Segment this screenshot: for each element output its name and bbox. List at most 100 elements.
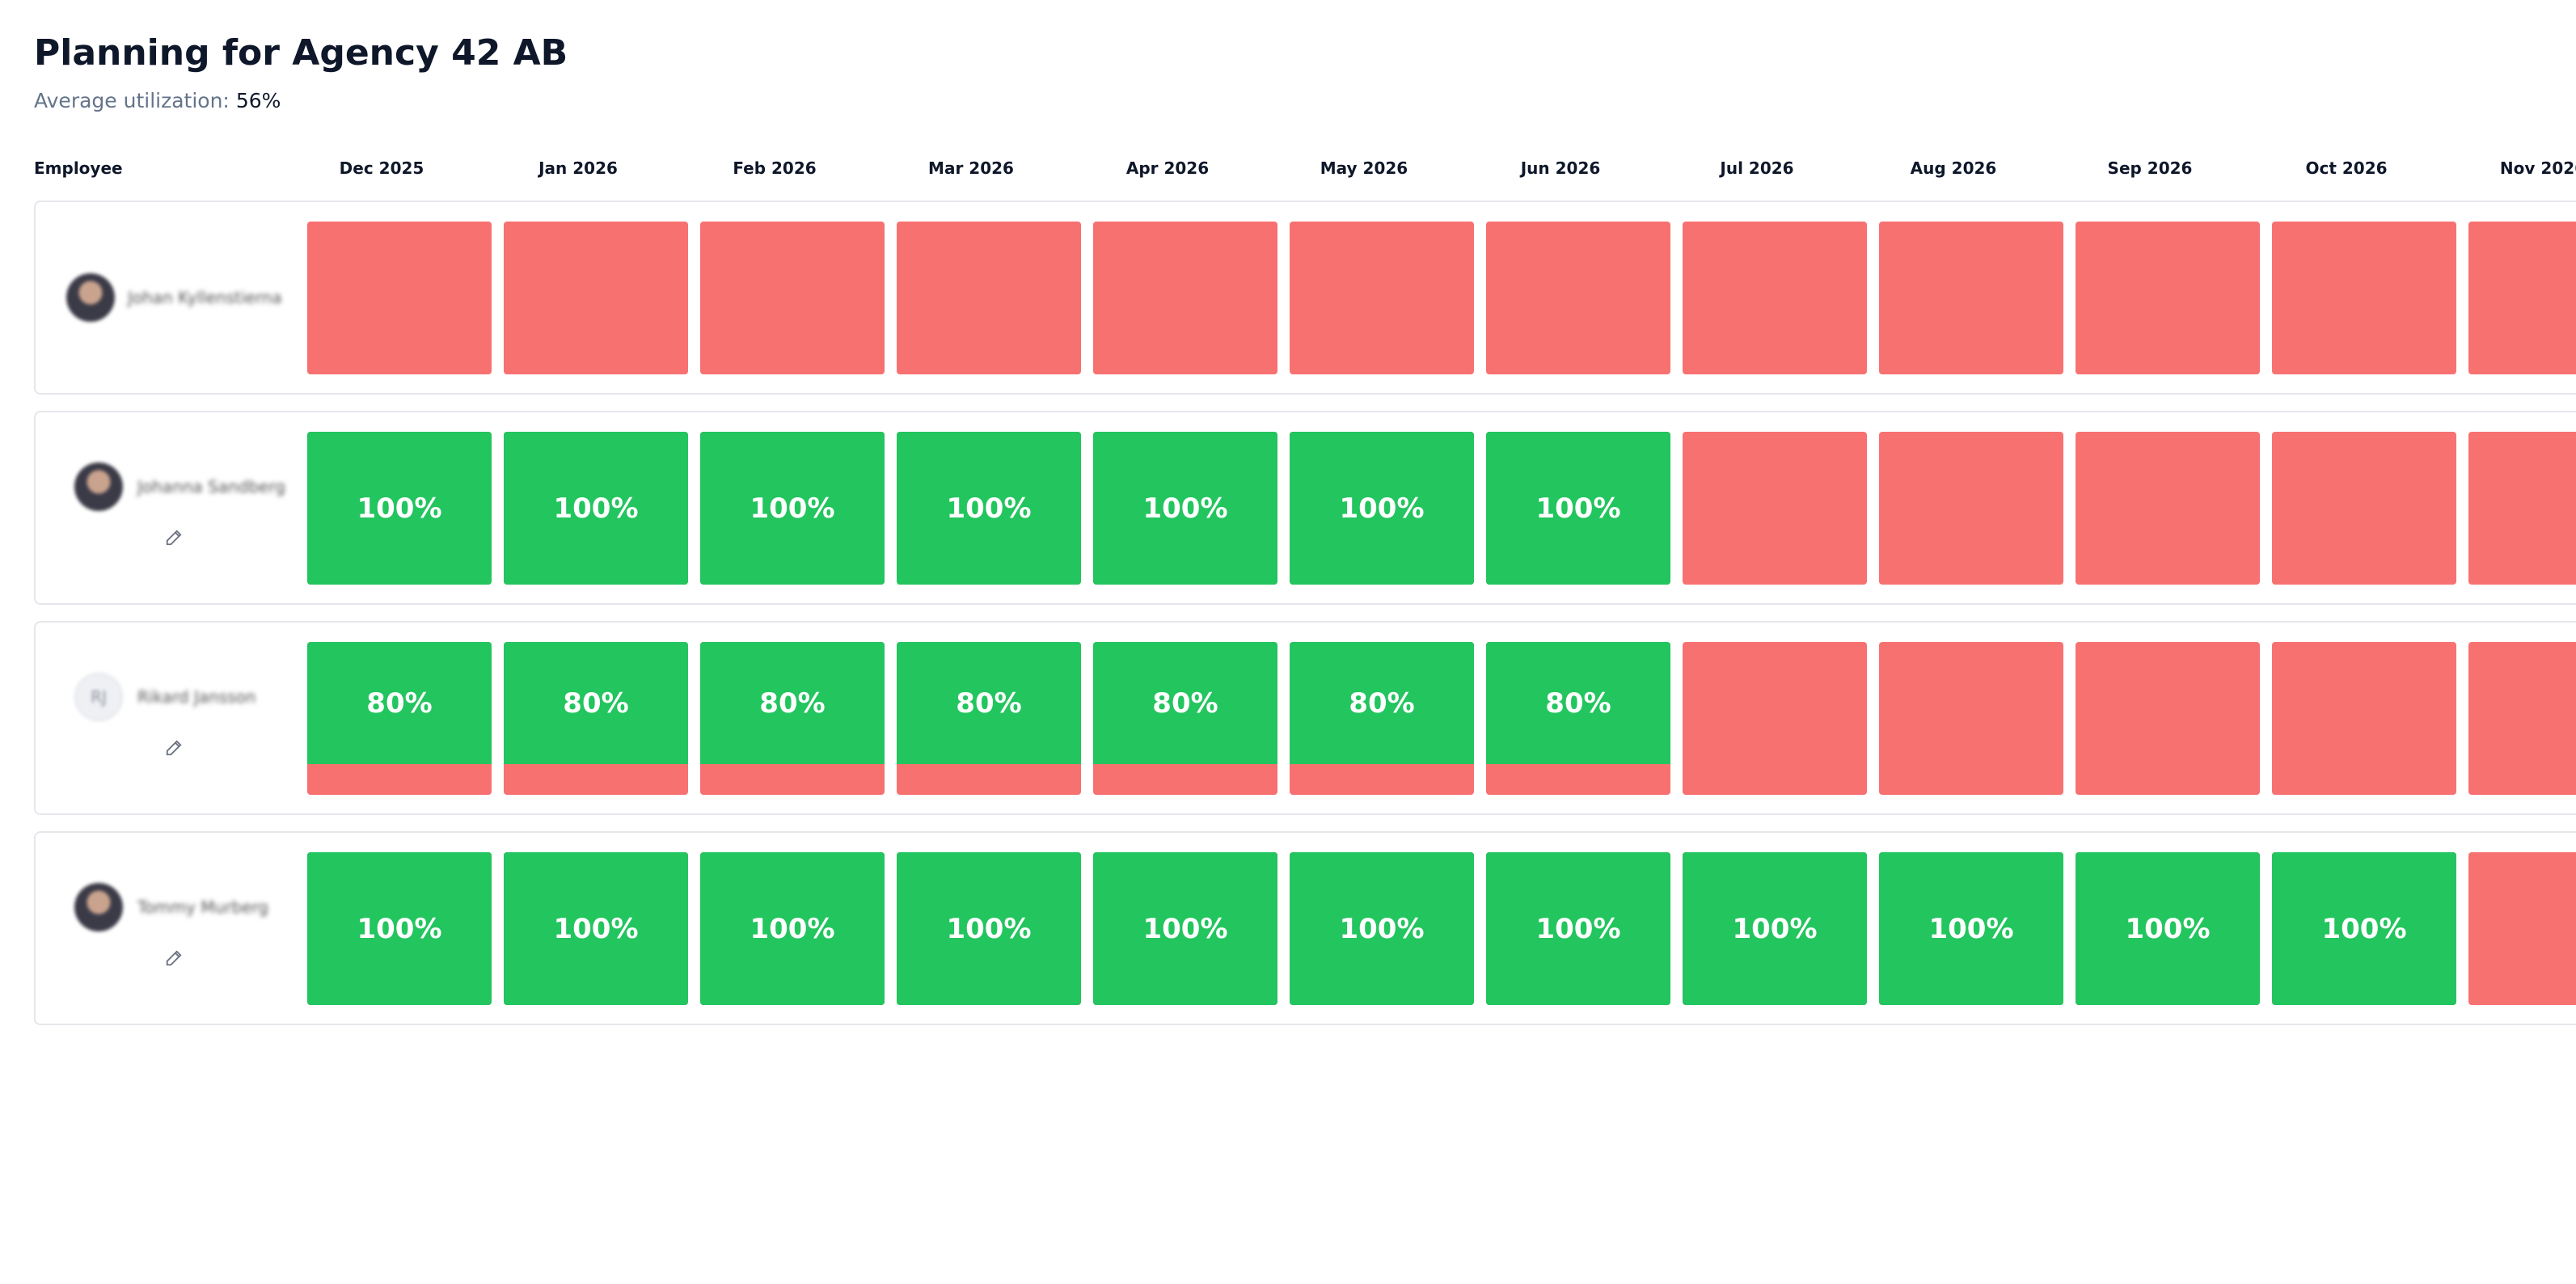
utilization-bar <box>504 642 688 765</box>
employee-header: Employee <box>34 158 123 178</box>
utilization-bar <box>1486 852 1670 1005</box>
month-header: May 2026 <box>1320 158 1408 178</box>
utilization-label: 100% <box>1339 492 1425 525</box>
utilization-cell <box>1683 642 1867 795</box>
month-header: Dec 2025 <box>339 158 424 178</box>
month-header: Mar 2026 <box>928 158 1014 178</box>
utilization-bar <box>1879 852 2063 1005</box>
edit-button[interactable] <box>165 949 183 967</box>
utilization-cell: 80% <box>897 642 1081 795</box>
utilization-label: 100% <box>553 912 639 945</box>
employee-row: Johanna Sandberg 100% 100% 100% 100% 100% 100%… <box>34 411 2576 605</box>
employee-name: Rikard Jansson <box>137 687 256 707</box>
utilization-label: 100% <box>2321 912 2407 945</box>
utilization-label: 80% <box>956 686 1022 720</box>
utilization-cell: 100% <box>1683 852 1867 1005</box>
utilization-cell <box>2272 642 2456 795</box>
utilization-bar <box>504 432 688 585</box>
month-header: Aug 2026 <box>1910 158 1997 178</box>
employee-name: Johanna Sandberg <box>137 477 285 496</box>
utilization-label: 100% <box>946 492 1032 525</box>
utilization-bar <box>700 642 885 765</box>
utilization-label: 100% <box>1339 912 1425 945</box>
utilization-cell: 100% <box>1486 432 1670 585</box>
month-header: Sep 2026 <box>2107 158 2193 178</box>
utilization-label: 100% <box>1142 492 1228 525</box>
utilization-cell: 100% <box>307 432 492 585</box>
avatar <box>74 462 123 511</box>
utilization-label: 80% <box>1152 686 1218 720</box>
utilization-bar <box>897 432 1081 585</box>
utilization-cell: 80% <box>1093 642 1277 795</box>
utilization-bar <box>307 852 492 1005</box>
month-header: Jan 2026 <box>538 158 618 178</box>
utilization-label: 80% <box>366 686 433 720</box>
average-utilization: Average utilization: 56% <box>34 89 281 112</box>
utilization-cell: 100% <box>897 852 1081 1005</box>
utilization-label: 100% <box>553 492 639 525</box>
utilization-cell <box>2272 432 2456 585</box>
utilization-cell <box>307 222 492 374</box>
utilization-cell: 80% <box>307 642 492 795</box>
utilization-bar <box>307 642 492 765</box>
employee-row: Johan Kyllenstierna <box>34 201 2576 395</box>
edit-button[interactable] <box>165 739 183 757</box>
utilization-label: 80% <box>759 686 826 720</box>
utilization-label: 100% <box>750 492 835 525</box>
utilization-cell: 100% <box>1486 852 1670 1005</box>
utilization-cell: 100% <box>307 852 492 1005</box>
utilization-bar <box>307 432 492 585</box>
utilization-label: 100% <box>1928 912 2014 945</box>
utilization-cell <box>1879 432 2063 585</box>
utilization-cell <box>897 222 1081 374</box>
utilization-cell <box>2272 222 2456 374</box>
utilization-cell <box>1290 222 1474 374</box>
utilization-cell <box>1879 222 2063 374</box>
utilization-bar <box>1290 642 1474 765</box>
utilization-cell: 80% <box>1486 642 1670 795</box>
utilization-bar <box>504 852 688 1005</box>
utilization-cell <box>2076 222 2260 374</box>
utilization-bar <box>2076 852 2260 1005</box>
utilization-cell <box>2076 642 2260 795</box>
avatar <box>66 273 115 322</box>
utilization-cell <box>1486 222 1670 374</box>
utilization-bar <box>897 852 1081 1005</box>
utilization-cell: 100% <box>897 432 1081 585</box>
utilization-cell: 100% <box>2272 852 2456 1005</box>
utilization-value: 56% <box>235 89 281 112</box>
utilization-cell: 80% <box>1290 642 1474 795</box>
utilization-label: 100% <box>2125 912 2211 945</box>
utilization-cell <box>504 222 688 374</box>
page-title: Planning for Agency 42 AB <box>34 32 568 74</box>
utilization-bar <box>1093 852 1277 1005</box>
employee-row: Tommy Murberg 100% 100% 100% 100% 100% 100% 100… <box>34 831 2576 1025</box>
month-header: Apr 2026 <box>1125 158 1210 178</box>
utilization-label: Average utilization: <box>34 89 230 112</box>
edit-button[interactable] <box>165 529 183 547</box>
utilization-cell: 100% <box>1093 852 1277 1005</box>
utilization-label: 100% <box>946 912 1032 945</box>
month-header: Jun 2026 <box>1520 158 1601 178</box>
utilization-cell: 100% <box>700 432 885 585</box>
utilization-cell: 100% <box>1879 852 2063 1005</box>
utilization-bar <box>700 432 885 585</box>
avatar: RJ <box>74 673 123 721</box>
month-header: Feb 2026 <box>733 158 817 178</box>
utilization-bar <box>2272 852 2456 1005</box>
utilization-bar <box>700 852 885 1005</box>
utilization-label: 100% <box>1732 912 1818 945</box>
utilization-bar <box>1683 852 1867 1005</box>
avatar <box>74 883 123 931</box>
utilization-cell <box>1683 432 1867 585</box>
utilization-cell <box>2468 852 2576 1005</box>
utilization-cell: 100% <box>1290 852 1474 1005</box>
utilization-bar <box>1486 432 1670 585</box>
utilization-cell: 100% <box>504 852 688 1005</box>
utilization-label: 80% <box>1349 686 1415 720</box>
utilization-cell <box>2076 432 2260 585</box>
utilization-cell <box>1683 222 1867 374</box>
utilization-cell: 100% <box>700 852 885 1005</box>
utilization-bar <box>1290 852 1474 1005</box>
utilization-bar <box>1290 432 1474 585</box>
